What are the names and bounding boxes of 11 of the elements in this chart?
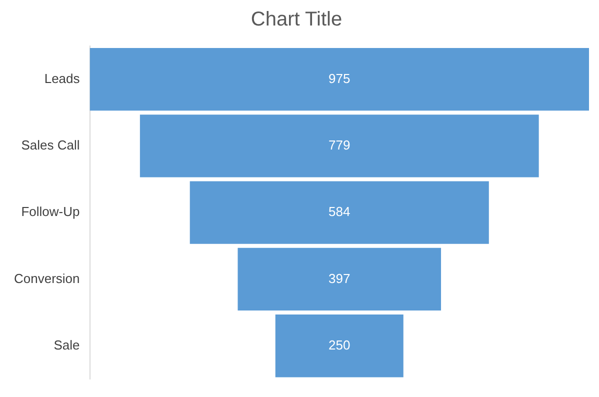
category-label: Follow-Up <box>21 204 80 220</box>
category-label: Sales Call <box>21 138 80 153</box>
data-label: 975 <box>328 70 350 86</box>
category-label: Leads <box>44 70 80 86</box>
data-label: 584 <box>328 204 350 220</box>
data-label: 779 <box>328 138 350 153</box>
category-label: Conversion <box>14 270 80 286</box>
text: Chart Title <box>250 8 342 31</box>
data-label: 250 <box>328 337 350 352</box>
data-label: 397 <box>328 270 350 286</box>
category-label: Sale <box>54 337 80 352</box>
